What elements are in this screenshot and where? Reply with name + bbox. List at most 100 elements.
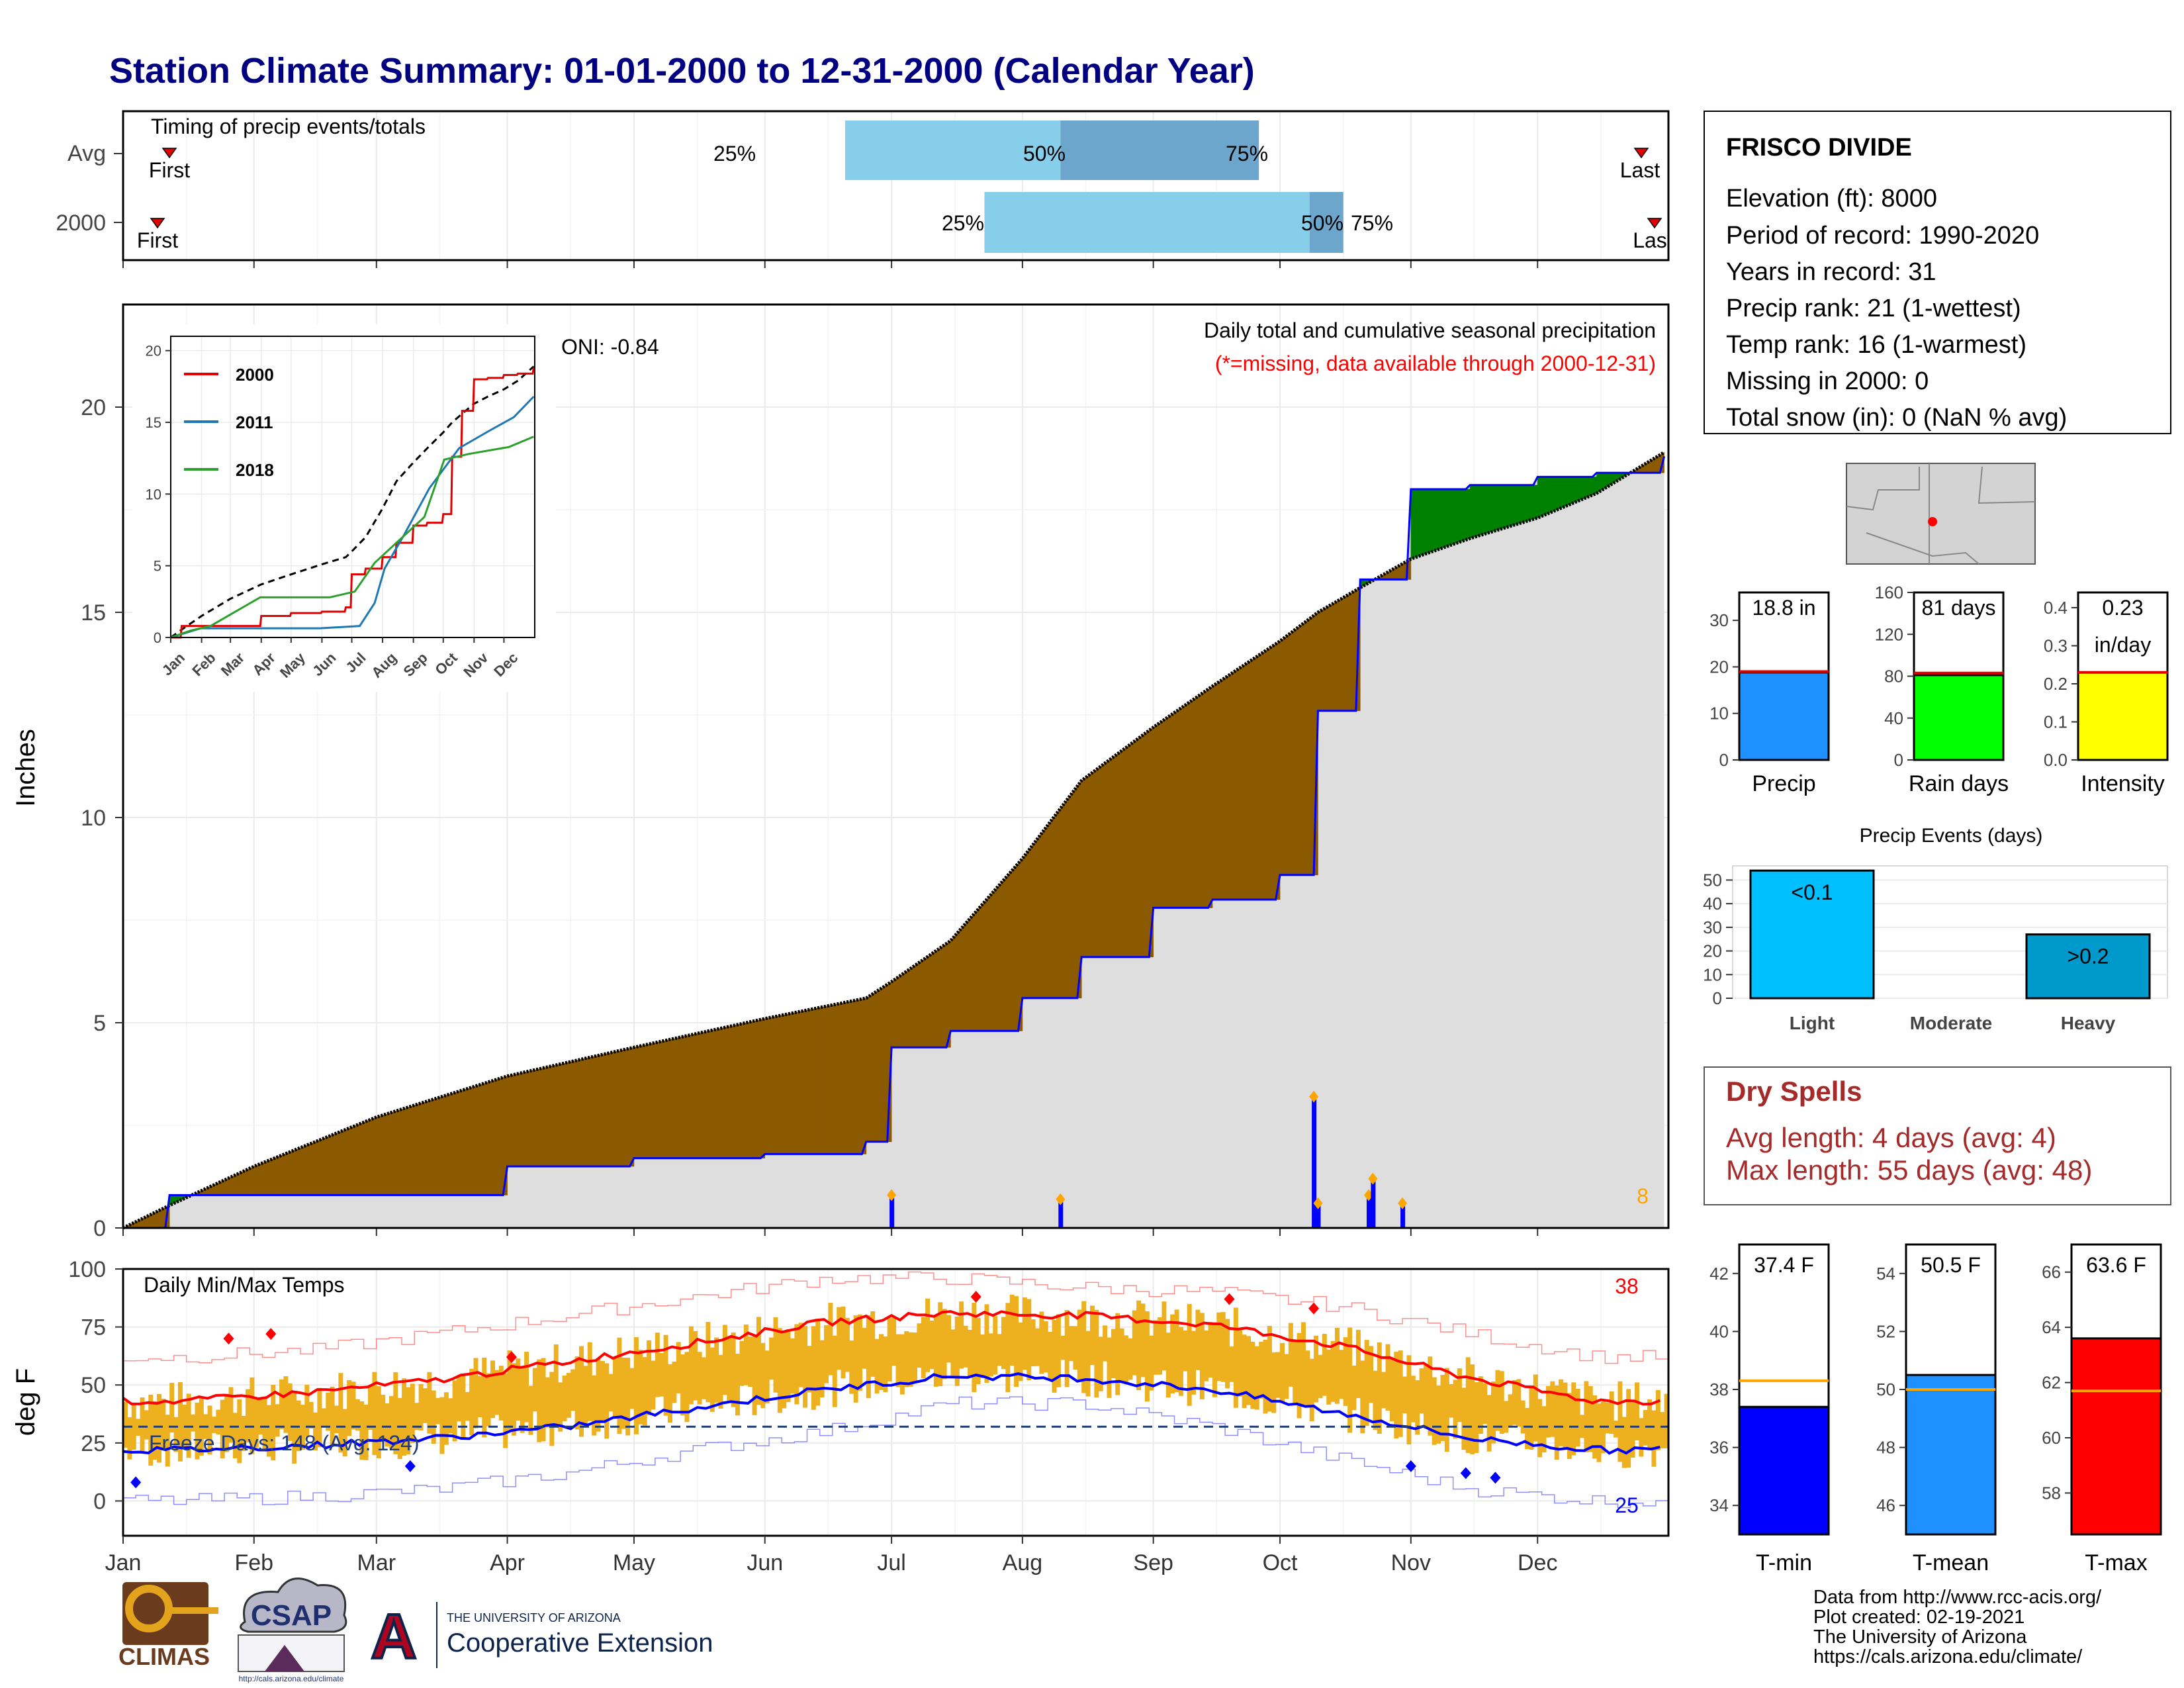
- events-bar-text: <0.1: [1791, 880, 1833, 904]
- precip-anomaly-fill: [764, 1017, 770, 1154]
- precip-anomaly-fill: [279, 1154, 284, 1196]
- daily-temp-bar: [473, 1358, 478, 1429]
- daily-temp-bar: [849, 1340, 854, 1394]
- precip-anomaly-fill: [1537, 477, 1542, 518]
- timing-title: Timing of precip events/totals: [151, 115, 426, 138]
- daily-temp-bar: [1275, 1352, 1281, 1398]
- daily-temp-bar: [1355, 1329, 1361, 1399]
- precip-anomaly-fill: [312, 1141, 318, 1196]
- precip-anomaly-fill: [1115, 751, 1120, 958]
- daily-temp-bar: [1153, 1320, 1158, 1375]
- precip-anomaly-fill: [1495, 485, 1500, 532]
- precip-anomaly-fill: [490, 1080, 495, 1196]
- daily-temp-bar: [748, 1336, 753, 1387]
- precip-anomaly-fill: [583, 1057, 588, 1167]
- precip-anomaly-fill: [1284, 634, 1289, 876]
- mini-bar-fill: [1738, 671, 1830, 761]
- daily-temp-bar: [1174, 1309, 1179, 1393]
- daily-temp-bar: [1149, 1335, 1154, 1391]
- daily-temp-bar: [1402, 1376, 1408, 1414]
- year-first-marker: [150, 218, 165, 229]
- daily-temp-bar: [1330, 1340, 1336, 1402]
- record-high-marker: [506, 1351, 517, 1364]
- daily-temp-bar: [870, 1311, 876, 1377]
- year-last-marker: [1647, 218, 1662, 229]
- daily-temp-bar: [1140, 1303, 1146, 1378]
- precip-anomaly-fill: [465, 1088, 470, 1196]
- daily-temp-bar: [1499, 1371, 1504, 1434]
- precip-anomaly-fill: [760, 1018, 766, 1158]
- daily-temp-bar: [1660, 1412, 1665, 1448]
- precip-anomaly-fill: [781, 1013, 786, 1154]
- precip-anomaly-fill: [342, 1129, 347, 1196]
- daily-temp-bar: [878, 1334, 884, 1390]
- precip-anomaly-fill: [625, 1048, 630, 1167]
- daily-temp-bar: [858, 1314, 863, 1391]
- precip-anomaly-fill: [287, 1150, 293, 1196]
- daily-temp-bar: [317, 1387, 322, 1448]
- daily-temp-bar: [1064, 1309, 1069, 1387]
- timing-frame: [122, 110, 1670, 261]
- precip-anomaly-fill: [549, 1065, 555, 1167]
- precip-anomaly-fill: [1550, 477, 1555, 513]
- daily-temp-bar: [347, 1380, 352, 1436]
- temp-panel-title: Daily Min/Max Temps: [144, 1273, 344, 1297]
- credit-university: The University of Arizona: [1813, 1626, 2027, 1648]
- mini-bar-label: Rain days: [1909, 771, 2009, 796]
- daily-temp-bar: [638, 1349, 643, 1425]
- daily-temp-bar: [1069, 1326, 1074, 1362]
- precip-anomaly-fill: [1047, 819, 1052, 999]
- temp-bar-tick-label: 38: [1709, 1380, 1729, 1399]
- daily-temp-bar: [216, 1409, 221, 1434]
- daily-temp-bar: [1107, 1337, 1112, 1398]
- precip-2000-area: [123, 456, 1664, 1228]
- daily-temp-bar: [1005, 1303, 1011, 1393]
- precip-anomaly-fill: [232, 1174, 238, 1196]
- precip-anomaly-fill: [1203, 688, 1208, 908]
- daily-temp-bar: [1537, 1399, 1543, 1458]
- precip-anomaly-fill: [1271, 643, 1276, 900]
- mini-bar-tick-label: 0.1: [2044, 712, 2068, 732]
- precip-anomaly-fill: [718, 1027, 723, 1158]
- daily-temp-bar: [1563, 1382, 1568, 1450]
- precip-anomaly-fill: [406, 1106, 411, 1196]
- ua-logo-big-text: Cooperative Extension: [447, 1628, 713, 1658]
- precip-anomaly-fill: [1453, 489, 1458, 545]
- events-tick-label: 20: [1703, 941, 1722, 961]
- events-tick-label: 30: [1703, 917, 1722, 937]
- precip-anomaly-fill: [1013, 863, 1019, 1031]
- daily-temp-bar: [406, 1387, 411, 1455]
- precip-anomaly-fill: [1199, 691, 1205, 908]
- temp-frame: [122, 1268, 1670, 1537]
- daily-temp-bar: [1259, 1341, 1264, 1399]
- precip-anomaly-fill: [1263, 649, 1268, 900]
- precip-anomaly-fill: [1009, 867, 1015, 1031]
- daily-temp-bar: [1614, 1421, 1619, 1438]
- precip-anomaly-fill: [646, 1043, 651, 1158]
- daily-temp-bar: [1432, 1377, 1437, 1445]
- daily-precip-bar: [1367, 1195, 1372, 1228]
- daily-temp-bar: [232, 1413, 238, 1459]
- precip-anomaly-fill: [1457, 489, 1462, 543]
- daily-temp-bar: [1300, 1322, 1306, 1405]
- precip-anomaly-fill: [958, 925, 964, 1031]
- mini-bar-tick-label: 0.4: [2044, 598, 2068, 618]
- events-tick-label: 0: [1713, 988, 1722, 1008]
- daily-temp-bar: [1161, 1301, 1167, 1371]
- timing-bar-25-50: [984, 192, 1310, 253]
- daily-temp-bar: [1119, 1328, 1124, 1383]
- precip-panel-title: Daily total and cumulative seasonal prec…: [1204, 318, 1656, 342]
- daily-temp-bar: [1550, 1381, 1555, 1437]
- precip-anomaly-fill: [401, 1107, 406, 1196]
- timing-row-label-avg: Avg: [68, 141, 106, 166]
- dry-spells-avg: Avg length: 4 days (avg: 4): [1726, 1122, 2056, 1153]
- daily-temp-bar: [993, 1316, 998, 1375]
- precip-anomaly-fill: [823, 1006, 829, 1154]
- precip-anomaly-fill: [1309, 615, 1314, 876]
- precip-anomaly-fill: [266, 1159, 271, 1196]
- daily-temp-bar: [1191, 1331, 1197, 1395]
- daily-temp-bar: [207, 1405, 212, 1455]
- precip-anomaly-fill: [1107, 758, 1112, 958]
- daily-temp-bar: [498, 1366, 504, 1421]
- cold-days-count: 25: [1615, 1493, 1639, 1517]
